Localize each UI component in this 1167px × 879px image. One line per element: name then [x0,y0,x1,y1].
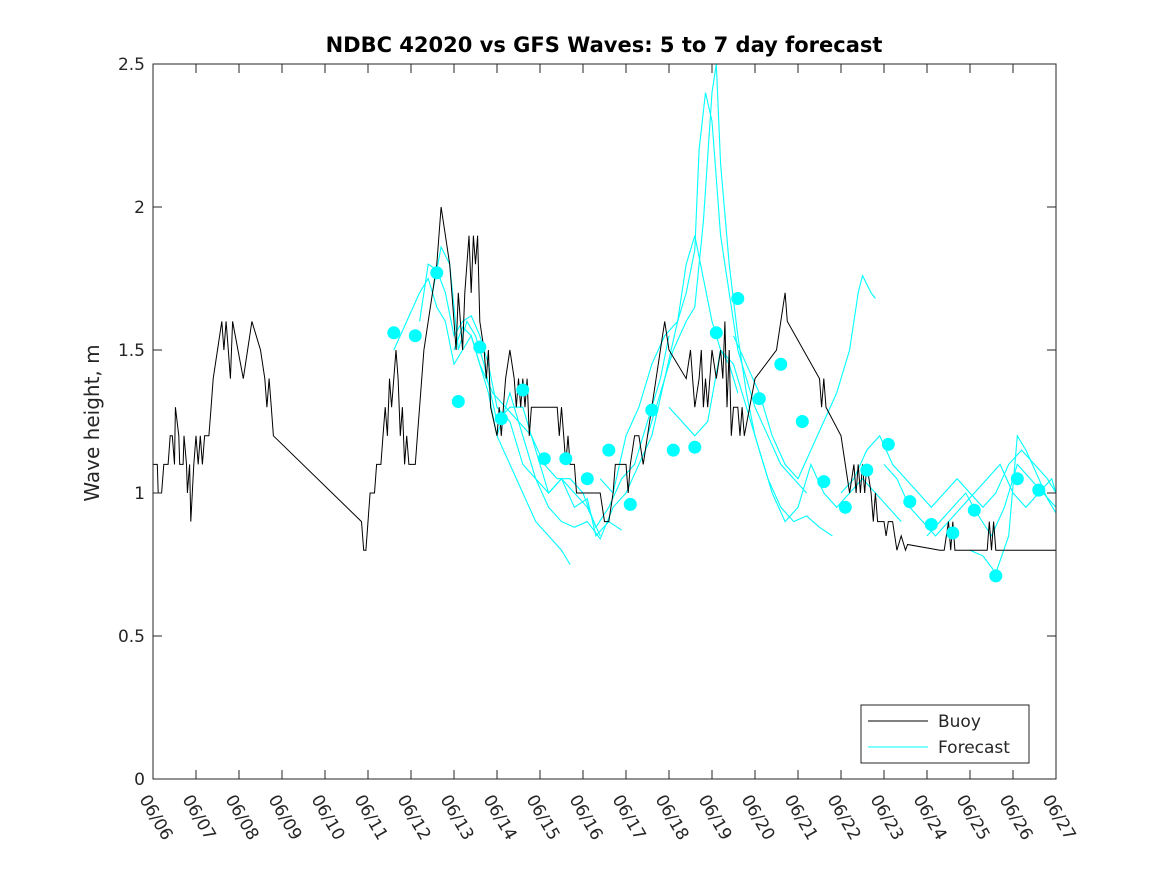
forecast-point-8 [559,452,573,466]
legend-forecast-label: Forecast [938,738,1010,758]
x-tick-label: 06/09 [264,792,306,844]
x-tick-label: 06/16 [565,792,607,844]
legend-buoy-label: Buoy [938,712,981,732]
forecast-point-14 [688,440,702,454]
x-tick-label: 06/25 [952,792,994,844]
x-tick-label: 06/06 [135,792,177,844]
y-tick-label: 0.5 [118,627,145,647]
forecast-line-6 [646,63,833,537]
x-tick-label: 06/27 [1038,792,1080,844]
y-axis-label: Wave height, m [80,344,104,501]
forecast-point-17 [752,392,766,406]
forecast-line-3 [453,326,670,529]
y-tick-label: 2.5 [118,55,145,75]
forecast-point-7 [537,452,551,466]
forecast-point-2 [430,266,444,280]
y-tick-label: 1 [134,484,145,504]
forecast-point-20 [817,475,831,489]
forecast-point-19 [795,415,809,428]
x-tick-label: 06/18 [651,792,693,844]
chart-title: NDBC 42020 vs GFS Waves: 5 to 7 day fore… [326,33,883,57]
forecast-point-4 [473,340,487,354]
forecast-point-29 [1010,472,1024,486]
forecast-line-8 [732,274,876,480]
x-tick-label: 06/14 [479,792,521,844]
x-tick-label: 06/19 [694,792,736,844]
legend-box [860,704,1030,764]
forecast-point-0 [387,326,401,340]
forecast-point-13 [666,443,680,457]
forecast-point-28 [989,569,1003,583]
forecast-line-9 [840,434,1057,509]
buoy-line [153,206,1056,552]
legend: Buoy Forecast [860,704,1030,764]
x-tick-label: 06/12 [393,792,435,844]
forecast-point-26 [946,526,960,540]
y-tick-label: 1.5 [118,341,145,361]
x-tick-label: 06/13 [436,792,478,844]
forecast-point-23 [881,437,895,451]
forecast-line-7 [668,348,902,523]
x-tick-label: 06/17 [608,792,650,844]
forecast-point-3 [451,395,465,408]
forecast-point-25 [924,518,938,531]
plot-area [153,63,1057,583]
y-tick-label: 2 [134,198,145,218]
forecast-point-10 [602,443,616,457]
forecast-point-1 [408,329,422,343]
forecast-point-22 [860,463,874,477]
forecast-line-0 [393,277,571,565]
forecast-line-12 [969,434,1057,575]
forecast-point-21 [838,500,852,514]
forecast-point-6 [516,383,530,397]
x-tick-label: 06/11 [350,792,392,844]
forecast-point-16 [731,292,745,305]
y-tick-label: 0 [134,770,145,790]
x-tick-label: 06/07 [178,792,220,844]
forecast-point-15 [709,326,723,340]
x-tick-label: 06/23 [866,792,908,844]
x-tick-label: 06/26 [995,792,1037,844]
x-tick-label: 06/08 [221,792,263,844]
forecast-line-5 [599,92,808,495]
x-tick-label: 06/15 [522,792,564,844]
forecast-point-5 [494,412,508,426]
forecast-point-11 [623,497,637,511]
x-tick-label: 06/20 [737,792,779,844]
forecast-line-1 [419,263,601,537]
forecast-line-10 [883,463,1057,537]
x-tick-label: 06/10 [307,792,349,844]
forecast-point-27 [967,503,981,517]
forecast-point-12 [645,403,659,417]
forecast-point-30 [1032,483,1046,497]
x-tick-label: 06/21 [780,792,822,844]
forecast-point-9 [580,472,594,486]
forecast-point-24 [903,495,917,509]
x-tick-label: 06/24 [909,792,951,844]
x-tick-label: 06/22 [823,792,865,844]
axes-box [152,63,1057,780]
forecast-point-18 [774,357,788,371]
forecast-line-4 [496,235,739,540]
forecast-line-11 [926,463,1057,538]
